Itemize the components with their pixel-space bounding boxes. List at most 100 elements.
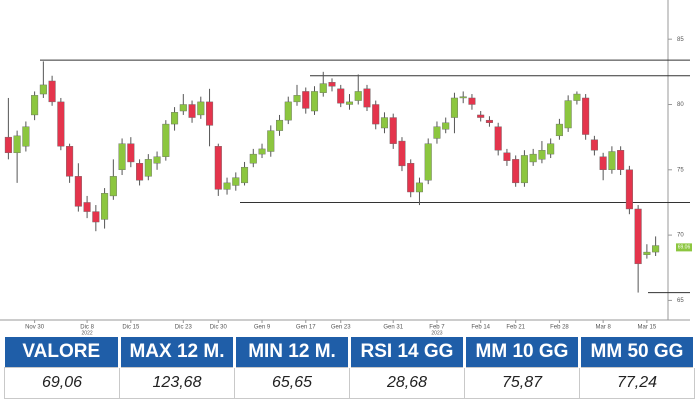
candle-body bbox=[232, 177, 240, 186]
candle-body bbox=[652, 245, 660, 253]
candle-body bbox=[468, 97, 476, 105]
y-tick-label: 80 bbox=[677, 102, 684, 108]
table-header: MM 50 GG bbox=[579, 337, 696, 368]
candle-body bbox=[494, 126, 502, 151]
table-cell: 65,65 bbox=[234, 367, 350, 399]
candle-body bbox=[345, 101, 354, 105]
x-tick-label: Mar 8 bbox=[595, 325, 611, 331]
candle-body bbox=[415, 182, 423, 193]
value-row: 69,06 123,68 65,65 28,68 75,87 77,24 bbox=[4, 367, 695, 399]
candle-body bbox=[625, 169, 633, 210]
candle-body bbox=[363, 88, 371, 108]
candle-body bbox=[564, 100, 572, 129]
candle-body bbox=[538, 150, 546, 160]
candle-body bbox=[4, 136, 12, 154]
candle-body bbox=[477, 114, 485, 118]
candle-body bbox=[249, 153, 257, 164]
x-tick-label: Dic 30 bbox=[210, 325, 228, 331]
table-cell: 28,68 bbox=[349, 367, 465, 399]
candle-body bbox=[398, 140, 406, 167]
candle-body bbox=[22, 126, 30, 147]
candle-body bbox=[39, 84, 47, 95]
candle-body bbox=[433, 126, 441, 139]
x-tick-label: Gen 9 bbox=[254, 325, 271, 331]
table-header: MM 10 GG bbox=[464, 337, 581, 368]
candle-body bbox=[520, 155, 528, 184]
candle-body bbox=[57, 101, 65, 147]
x-tick-label: Dic 23 bbox=[175, 325, 193, 331]
price-tag bbox=[676, 243, 692, 252]
candle-body bbox=[74, 176, 82, 207]
candle-body bbox=[179, 104, 187, 112]
table-header: VALORE bbox=[4, 337, 121, 368]
year-label: 2023 bbox=[431, 330, 442, 336]
candle-body bbox=[450, 97, 458, 118]
candle-body bbox=[197, 101, 205, 116]
table-cell: 77,24 bbox=[579, 367, 695, 399]
candle-body bbox=[188, 104, 196, 118]
candle-body bbox=[573, 93, 581, 101]
candle-body bbox=[424, 143, 432, 181]
x-tick-label: Dic 15 bbox=[122, 325, 140, 331]
candle-body bbox=[48, 80, 56, 103]
x-tick-label: Mar 15 bbox=[638, 325, 657, 331]
candle-body bbox=[319, 83, 327, 93]
candle-body bbox=[83, 202, 91, 212]
candle-body bbox=[310, 91, 319, 112]
candle-body bbox=[337, 88, 345, 104]
candle-body bbox=[407, 163, 415, 193]
candle-body bbox=[241, 166, 249, 184]
candle-body bbox=[92, 211, 100, 223]
candle-body bbox=[380, 117, 389, 129]
candle-body bbox=[555, 123, 563, 137]
x-tick-label: Feb 21 bbox=[506, 325, 525, 331]
candle-body bbox=[153, 156, 161, 164]
price-tag-label: 69.06 bbox=[678, 245, 691, 251]
y-tick-label: 70 bbox=[677, 233, 684, 239]
candle-body bbox=[13, 135, 21, 154]
table-cell: 69,06 bbox=[4, 367, 120, 399]
candle-body bbox=[643, 251, 651, 255]
candle-body bbox=[118, 143, 126, 170]
table-cell: 123,68 bbox=[119, 367, 235, 399]
candle-body bbox=[547, 143, 555, 155]
candle-body bbox=[144, 159, 152, 177]
table-header: RSI 14 GG bbox=[349, 337, 466, 368]
candle-body bbox=[258, 148, 266, 155]
x-tick-label: Feb 28 bbox=[550, 325, 569, 331]
candle-body bbox=[223, 182, 231, 190]
candle-body bbox=[101, 193, 109, 220]
candle-body bbox=[529, 153, 537, 163]
candle-body bbox=[171, 112, 179, 125]
x-tick-label: Dic 8 bbox=[80, 325, 94, 331]
candle-body bbox=[389, 117, 397, 144]
candle-body bbox=[284, 101, 292, 121]
candle-body bbox=[302, 91, 310, 109]
candle-body bbox=[590, 139, 598, 151]
candle-body bbox=[109, 176, 117, 197]
candle-body bbox=[293, 95, 301, 103]
candle-body bbox=[214, 146, 222, 190]
candle-body bbox=[608, 151, 616, 170]
candle-body bbox=[66, 146, 74, 177]
candle-body bbox=[31, 95, 39, 116]
candle-body bbox=[127, 143, 135, 163]
candle-body bbox=[328, 82, 336, 87]
candle-body bbox=[599, 156, 607, 170]
y-tick-label: 65 bbox=[677, 298, 684, 304]
y-tick-label: 85 bbox=[677, 37, 684, 43]
candle-body bbox=[634, 208, 642, 265]
y-tick-label: 75 bbox=[677, 167, 684, 173]
candle-body bbox=[485, 119, 493, 123]
candle-body bbox=[372, 104, 380, 125]
candle-body bbox=[354, 91, 362, 101]
table-header: MAX 12 M. bbox=[119, 337, 236, 368]
x-tick-label: Feb 14 bbox=[471, 325, 490, 331]
stats-table: VALORE MAX 12 M. MIN 12 M. RSI 14 GG MM 10 G… bbox=[4, 337, 696, 399]
x-tick-label: Gen 31 bbox=[383, 325, 403, 331]
candle-body bbox=[136, 163, 144, 181]
candle-body bbox=[582, 97, 590, 135]
table-cell: 75,87 bbox=[464, 367, 580, 399]
year-label: 2022 bbox=[82, 330, 93, 336]
